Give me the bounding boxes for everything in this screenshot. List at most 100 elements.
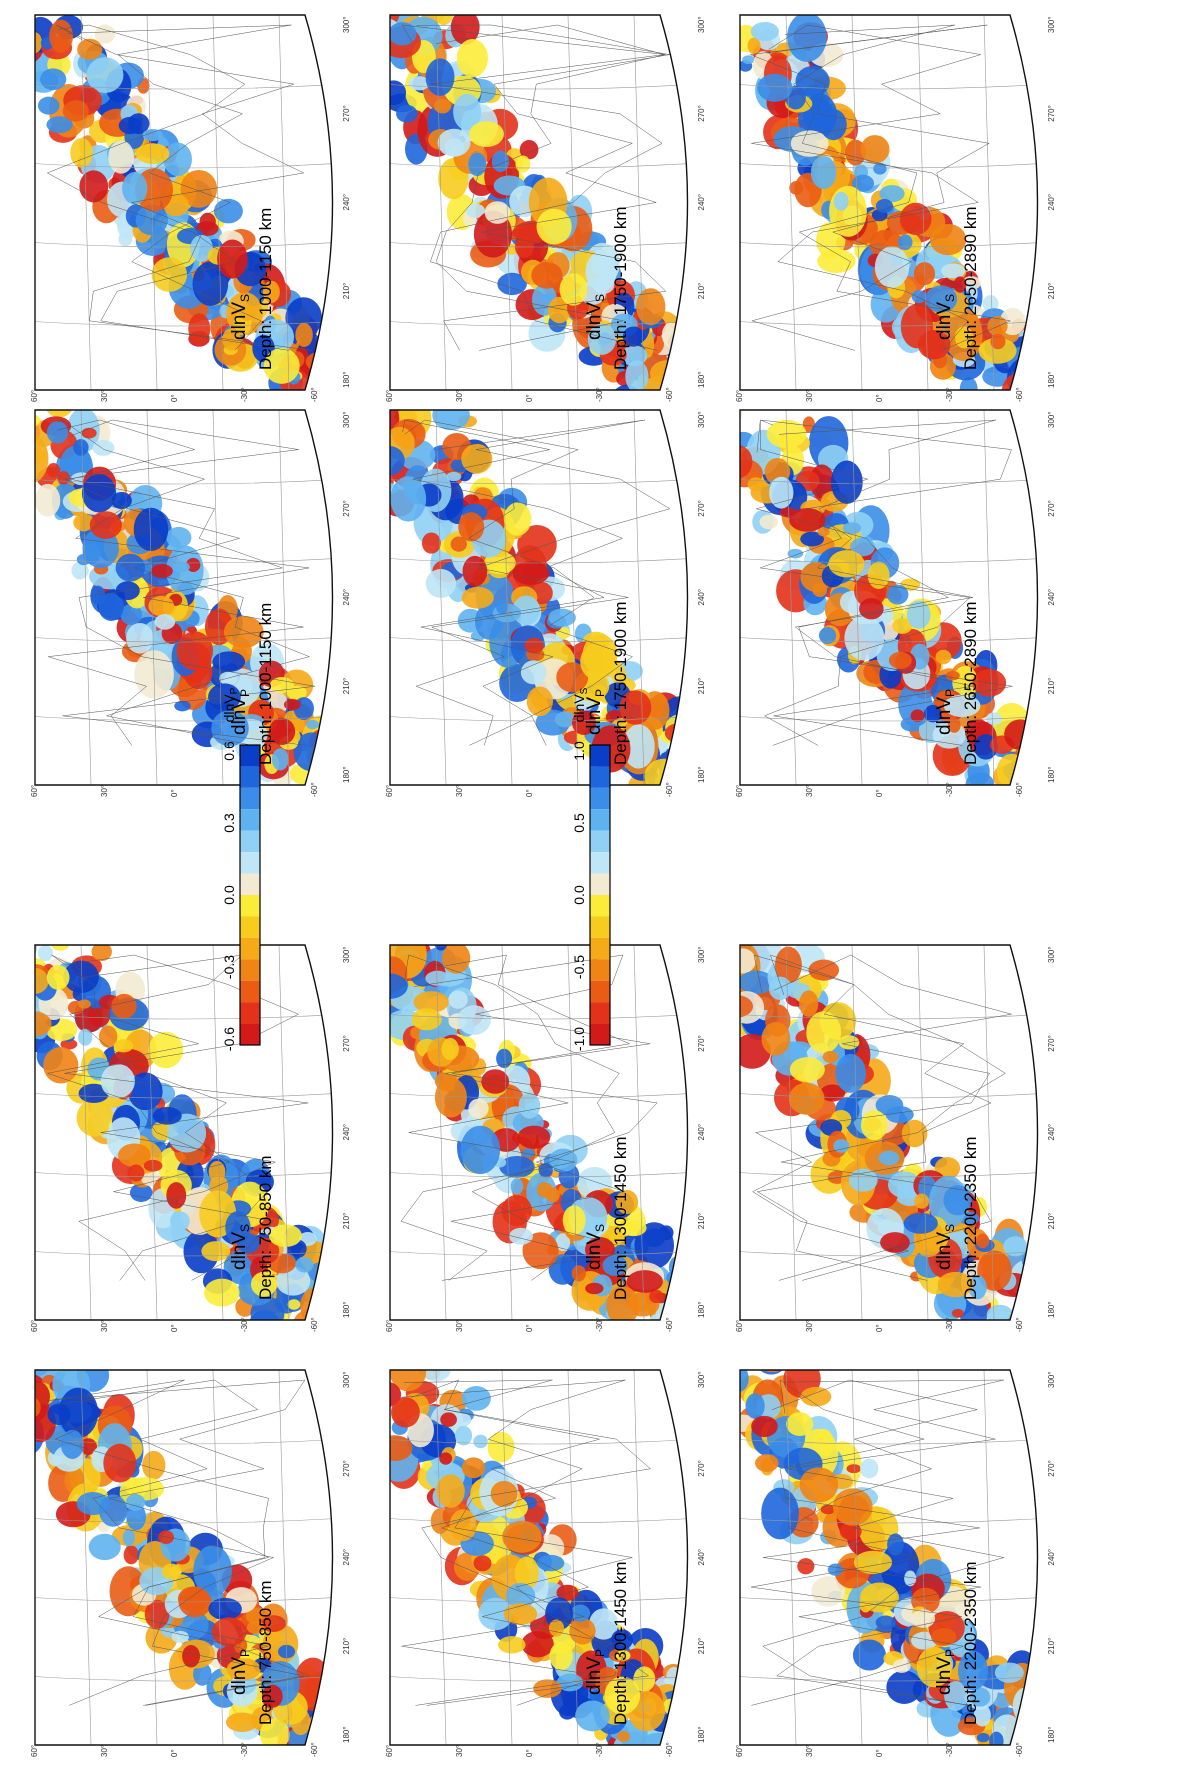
longitude-tick-label: 180° bbox=[697, 1726, 706, 1743]
graticule-line bbox=[983, 410, 995, 785]
velocity-anomaly-cell bbox=[611, 1629, 633, 1650]
velocity-anomaly-cell bbox=[295, 1257, 314, 1273]
graticule-line bbox=[567, 410, 579, 785]
velocity-anomaly-cell bbox=[437, 128, 471, 157]
latitude-tick-label: 60° bbox=[735, 1745, 744, 1757]
velocity-anomaly-cell bbox=[580, 642, 616, 681]
coastline bbox=[751, 1379, 981, 1706]
velocity-anomaly-cell bbox=[408, 76, 430, 91]
panel-variable-label: dlnVS bbox=[934, 294, 957, 340]
velocity-anomaly-cell bbox=[169, 1211, 190, 1232]
panel-variable-label: dlnVS bbox=[584, 294, 607, 340]
velocity-anomaly-cell bbox=[357, 965, 384, 990]
latitude-tick-label: 60° bbox=[385, 1320, 394, 1332]
latitude-tick-label: 0° bbox=[170, 1324, 179, 1332]
graticule-line bbox=[146, 945, 158, 1320]
velocity-anomaly-cell bbox=[812, 583, 828, 598]
graticule-line bbox=[35, 1438, 333, 1445]
longitude-tick-label: 180° bbox=[697, 371, 706, 388]
colorbar-tick-label: -0.5 bbox=[571, 955, 587, 979]
velocity-anomaly-cell bbox=[322, 738, 333, 754]
velocity-anomaly-cell bbox=[219, 671, 238, 686]
velocity-anomaly-cell bbox=[329, 329, 333, 357]
map-panel: 180°210°240°270°300°60°30°0°-30°-60°dlnV… bbox=[385, 409, 706, 797]
velocity-anomaly-cell bbox=[78, 999, 91, 1009]
coastline bbox=[760, 419, 1012, 746]
velocity-anomaly-cell bbox=[120, 603, 142, 626]
graticule-line bbox=[501, 410, 513, 785]
velocity-anomaly-cell bbox=[285, 297, 322, 339]
longitude-tick-label: 210° bbox=[342, 678, 351, 695]
velocity-anomaly-cell bbox=[188, 313, 211, 345]
longitude-tick-label: 210° bbox=[697, 283, 706, 300]
velocity-anomaly-cell bbox=[461, 1385, 491, 1411]
coastline bbox=[64, 954, 309, 1281]
graticule-line bbox=[35, 162, 333, 169]
velocity-anomaly-cell bbox=[108, 140, 135, 174]
velocity-anomaly-cell bbox=[46, 116, 73, 134]
velocity-anomaly-cell bbox=[457, 1005, 491, 1035]
latitude-tick-label: 30° bbox=[455, 1320, 464, 1332]
graticule-line bbox=[390, 1171, 688, 1178]
velocity-anomaly-cell bbox=[508, 1227, 533, 1245]
coastline bbox=[751, 1379, 978, 1706]
longitude-tick-label: 270° bbox=[1047, 500, 1056, 517]
graticule-line bbox=[390, 1250, 688, 1257]
velocity-anomaly-cell bbox=[835, 1053, 867, 1093]
velocity-anomaly-cell bbox=[740, 948, 756, 974]
colorbar-swatch bbox=[590, 1023, 610, 1045]
longitude-tick-label: 180° bbox=[342, 371, 351, 388]
graticule-line bbox=[35, 1596, 333, 1603]
velocity-anomaly-cell bbox=[548, 1619, 565, 1637]
colorbar-tick-label: -1.0 bbox=[571, 1027, 587, 1051]
velocity-anomaly-cell bbox=[478, 1597, 513, 1631]
velocity-anomaly-cell bbox=[911, 1609, 936, 1628]
graticule-line bbox=[212, 15, 224, 390]
longitude-tick-label: 300° bbox=[1047, 1371, 1056, 1388]
velocity-anomaly-cell bbox=[62, 100, 89, 122]
velocity-anomaly-cell bbox=[1022, 724, 1038, 745]
velocity-anomaly-cell bbox=[923, 704, 942, 723]
latitude-tick-label: 30° bbox=[805, 1745, 814, 1757]
longitude-tick-label: 180° bbox=[1047, 1726, 1056, 1743]
graticule-line bbox=[212, 945, 224, 1320]
panel-variable-label: dlnVP bbox=[229, 1649, 252, 1695]
velocity-anomaly-cell bbox=[1023, 1701, 1038, 1729]
velocity-anomaly-cell bbox=[745, 1393, 765, 1419]
coastline bbox=[57, 419, 316, 746]
velocity-anomaly-cell bbox=[46, 965, 70, 990]
coastline bbox=[69, 954, 268, 1281]
longitude-tick-label: 210° bbox=[1047, 283, 1056, 300]
longitude-tick-label: 300° bbox=[1047, 946, 1056, 963]
velocity-anomaly-cell bbox=[35, 1010, 52, 1037]
velocity-anomaly-cell bbox=[937, 1271, 974, 1298]
colorbar-swatch bbox=[590, 895, 610, 917]
map-panel: 180°210°240°270°300°60°30°0°-30°-60°dlnV… bbox=[735, 14, 1056, 402]
coastline bbox=[48, 419, 310, 746]
graticule-line bbox=[35, 1517, 333, 1524]
velocity-anomaly-cell bbox=[111, 491, 132, 510]
velocity-anomaly-cell bbox=[797, 1558, 815, 1575]
velocity-anomaly-cell bbox=[810, 155, 837, 189]
velocity-anomaly-cell bbox=[571, 1265, 587, 1282]
velocity-anomaly-cell bbox=[253, 263, 267, 272]
velocity-anomaly-cell bbox=[127, 113, 150, 135]
graticule-line bbox=[212, 410, 224, 785]
graticule-line bbox=[740, 83, 1038, 90]
velocity-anomaly-cell bbox=[587, 323, 617, 355]
velocity-anomaly-cell bbox=[152, 1106, 182, 1125]
velocity-anomaly-cell bbox=[827, 1563, 844, 1576]
velocity-anomaly-cell bbox=[689, 739, 703, 750]
graticule-line bbox=[35, 1675, 333, 1682]
velocity-anomaly-cell bbox=[142, 1450, 166, 1480]
latitude-tick-label: 60° bbox=[30, 785, 39, 797]
velocity-anomaly-cell bbox=[874, 246, 910, 289]
velocity-anomaly-cell bbox=[510, 1178, 524, 1195]
velocity-anomaly-cell bbox=[115, 553, 145, 582]
velocity-anomaly-cell bbox=[853, 1550, 893, 1575]
graticule-line bbox=[740, 1438, 1038, 1445]
latitude-tick-label: -30° bbox=[945, 1317, 954, 1332]
velocity-anomaly-cell bbox=[312, 353, 331, 370]
velocity-anomaly-cell bbox=[740, 994, 754, 1018]
